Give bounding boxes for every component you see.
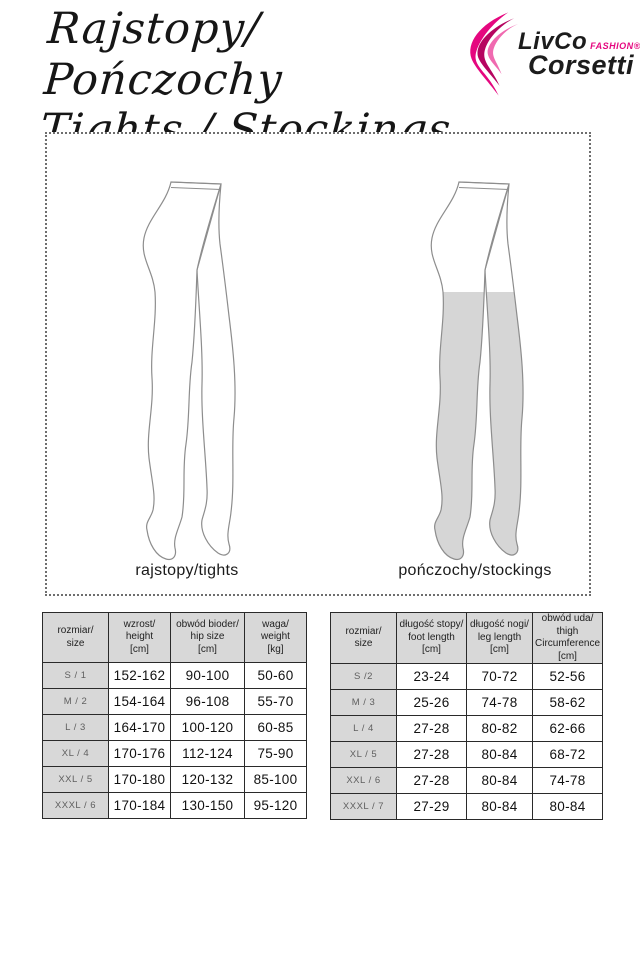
logo-brand-name: LivCo: [518, 28, 588, 55]
table-row: L / 4 27-28 80-82 62-66: [330, 715, 604, 742]
stockings-header-row: rozmiar/size długość stopy/foot length [c…: [330, 612, 604, 664]
leg-length-cell: 80-84: [466, 767, 533, 794]
tights-header-row: rozmiar/size wzrost/height [cm] obwód bio…: [42, 612, 307, 663]
height-cell: 164-170: [108, 714, 171, 741]
hip-cell: 90-100: [170, 662, 245, 689]
leg-length-cell: 80-82: [466, 715, 533, 742]
height-cell: 152-162: [108, 662, 171, 689]
height-cell: 170-184: [108, 792, 171, 819]
weight-cell: 55-70: [244, 688, 307, 715]
logo-top-row: LivCo FASHION®: [518, 28, 640, 56]
hip-cell: 96-108: [170, 688, 245, 715]
size-cell: M / 2: [42, 688, 109, 715]
swirl-ribbon-icon: [470, 12, 518, 96]
foot-length-cell: 27-28: [396, 767, 467, 794]
header-foot-length: długość stopy/foot length [cm]: [396, 612, 467, 664]
size-cell: L / 3: [42, 714, 109, 741]
size-cell: S / 1: [42, 662, 109, 689]
title-line-polish-english-1: Rajstopy/ Pończochy: [42, 4, 285, 105]
hip-cell: 112-124: [170, 740, 245, 767]
thigh-cell: 52-56: [531, 663, 604, 690]
thigh-cell: 80-84: [531, 793, 604, 820]
thigh-cell: 58-62: [531, 689, 604, 716]
header-leg-length: długość nogi/leg length [cm]: [466, 612, 533, 664]
size-cell: XXL / 5: [42, 766, 109, 793]
table-row: XL / 4 170-176 112-124 75-90: [42, 740, 307, 767]
brand-logo: LivCo FASHION® Corsetti: [460, 10, 640, 100]
table-row: M / 2 154-164 96-108 55-70: [42, 688, 307, 715]
hip-cell: 100-120: [170, 714, 245, 741]
foot-length-cell: 27-29: [396, 793, 467, 820]
table-row: L / 3 164-170 100-120 60-85: [42, 714, 307, 741]
logo-text: LivCo FASHION® Corsetti: [518, 28, 640, 81]
size-cell: XXXL / 7: [330, 793, 397, 820]
header-weight: waga/weight [kg]: [244, 612, 307, 663]
thigh-cell: 68-72: [531, 741, 604, 768]
weight-cell: 60-85: [244, 714, 307, 741]
size-cell: S /2: [330, 663, 397, 690]
weight-cell: 95-120: [244, 792, 307, 819]
height-cell: 154-164: [108, 688, 171, 715]
size-cell: XL / 5: [330, 741, 397, 768]
stockings-figure-label: pończochy/stockings: [398, 562, 552, 579]
tights-illustration: [142, 181, 236, 561]
header-thigh-circumference: obwód uda/thigh Circumference [cm]: [531, 612, 604, 664]
table-row: S /2 23-24 70-72 52-56: [330, 663, 604, 690]
thigh-cell: 74-78: [531, 767, 604, 794]
size-cell: L / 4: [330, 715, 397, 742]
height-cell: 170-180: [108, 766, 171, 793]
tights-figure-label: rajstopy/tights: [135, 562, 239, 579]
table-row: M / 3 25-26 74-78 58-62: [330, 689, 604, 716]
leg-length-cell: 80-84: [466, 741, 533, 768]
leg-length-cell: 70-72: [466, 663, 533, 690]
thigh-cell: 62-66: [531, 715, 604, 742]
weight-cell: 85-100: [244, 766, 307, 793]
header-height: wzrost/height [cm]: [108, 612, 171, 663]
foot-length-cell: 27-28: [396, 741, 467, 768]
table-row: XXXL / 7 27-29 80-84 80-84: [330, 793, 604, 820]
stockings-size-table: rozmiar/size długość stopy/foot length [c…: [330, 612, 604, 820]
foot-length-cell: 27-28: [396, 715, 467, 742]
height-cell: 170-176: [108, 740, 171, 767]
size-cell: XL / 4: [42, 740, 109, 767]
figures-frame: rajstopy/tights pończochy/stockings: [45, 132, 591, 596]
size-cell: XXXL / 6: [42, 792, 109, 819]
foot-length-cell: 23-24: [396, 663, 467, 690]
logo-corsetti-name: Corsetti: [528, 50, 635, 80]
table-row: S / 1 152-162 90-100 50-60: [42, 662, 307, 689]
header-size: rozmiar/size: [330, 612, 397, 664]
weight-cell: 50-60: [244, 662, 307, 689]
stockings-illustration: [430, 181, 524, 561]
table-row: XL / 5 27-28 80-84 68-72: [330, 741, 604, 768]
hip-cell: 130-150: [170, 792, 245, 819]
logo-fashion-label: FASHION®: [590, 41, 640, 51]
size-cell: XXL / 6: [330, 767, 397, 794]
tights-size-table: rozmiar/size wzrost/height [cm] obwód bio…: [42, 612, 307, 819]
table-row: XXXL / 6 170-184 130-150 95-120: [42, 792, 307, 819]
header-size: rozmiar/size: [42, 612, 109, 663]
weight-cell: 75-90: [244, 740, 307, 767]
foot-length-cell: 25-26: [396, 689, 467, 716]
leg-length-cell: 80-84: [466, 793, 533, 820]
table-row: XXL / 5 170-180 120-132 85-100: [42, 766, 307, 793]
header-hip-size: obwód bioder/hip size [cm]: [170, 612, 245, 663]
table-row: XXL / 6 27-28 80-84 74-78: [330, 767, 604, 794]
hip-cell: 120-132: [170, 766, 245, 793]
size-cell: M / 3: [330, 689, 397, 716]
leg-length-cell: 74-78: [466, 689, 533, 716]
